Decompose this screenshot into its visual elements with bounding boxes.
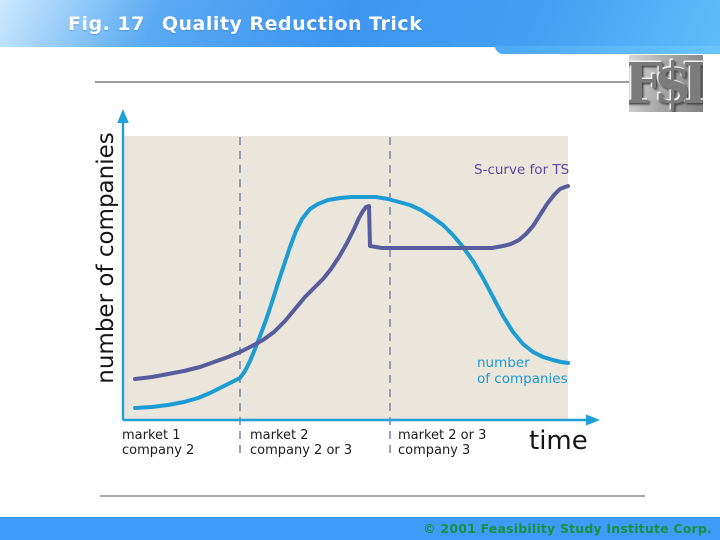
footer-bar: © 2001 Feasibility Study Institute Corp. <box>0 517 720 540</box>
s-curve-for-ts <box>133 184 570 381</box>
fsi-logo-text: F$I <box>629 55 703 112</box>
copyright-text: © 2001 Feasibility Study Institute Corp. <box>423 521 712 536</box>
page-title: Quality Reduction Trick <box>161 12 423 35</box>
x-axis-label: time <box>529 426 588 456</box>
header-curve-decoration <box>495 46 720 54</box>
companies-annotation-line2: of companies <box>477 371 568 387</box>
region-label-3: market 2 or 3 company 3 <box>398 428 486 458</box>
region-1-market: market 1 <box>122 428 181 443</box>
region-3-market: market 2 or 3 <box>398 428 486 443</box>
s-curve-annotation: S-curve for TS <box>474 162 569 178</box>
region-2-company: company 2 or 3 <box>250 443 352 458</box>
region-2-market: market 2 <box>250 428 309 443</box>
header-bar: Fig. 17 Quality Reduction Trick <box>0 0 720 47</box>
number-of-companies-curve <box>133 195 570 410</box>
region-label-2: market 2 company 2 or 3 <box>250 428 352 458</box>
slide-title: Fig. 17 Quality Reduction Trick <box>0 13 422 35</box>
x-axis-arrow-icon <box>586 414 600 426</box>
region-1-company: company 2 <box>122 443 194 458</box>
y-axis-label: number of companies <box>93 132 119 383</box>
region-label-1: market 1 company 2 <box>122 428 194 458</box>
companies-annotation-line1: number <box>477 355 530 371</box>
bottom-divider-line <box>100 495 645 497</box>
top-divider-line <box>95 81 632 83</box>
figure-number: Fig. 17 <box>68 12 145 35</box>
plot-area <box>124 136 568 420</box>
fsi-logo: F$I <box>629 55 703 112</box>
y-axis-arrow-icon <box>117 109 129 123</box>
region-3-company: company 3 <box>398 443 470 458</box>
